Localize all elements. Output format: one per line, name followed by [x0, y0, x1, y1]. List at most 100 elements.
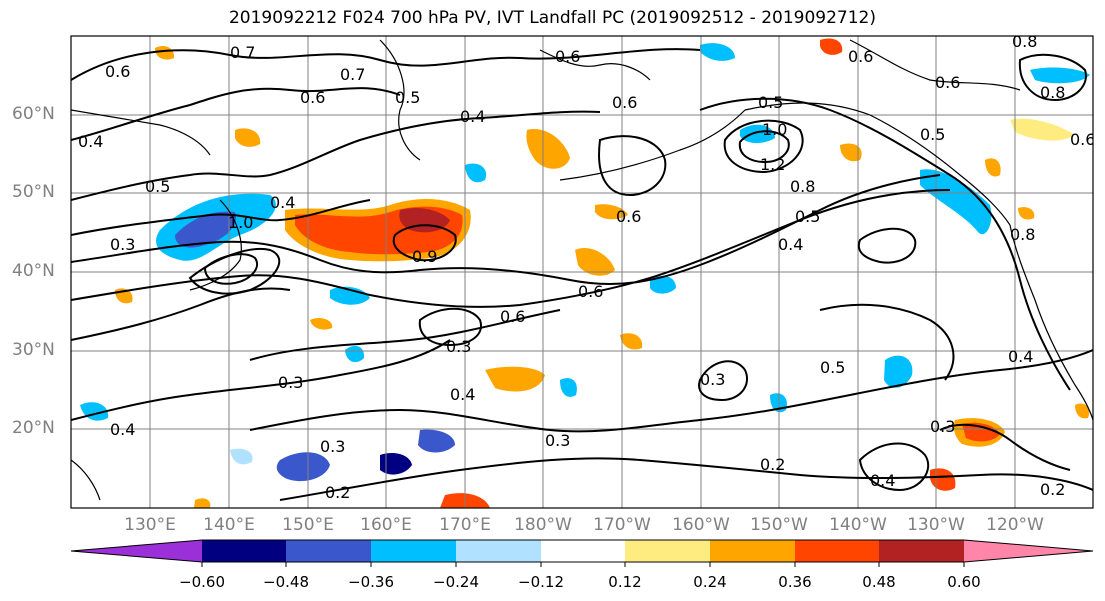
contour-line [203, 253, 258, 285]
colorbar-extend-min [71, 540, 202, 562]
contour-label: 0.6 [500, 307, 525, 326]
negative-anomaly [700, 43, 735, 61]
positive-anomaly [194, 498, 211, 508]
graticule [71, 36, 1093, 508]
contour-line [392, 224, 457, 262]
positive-anomaly [1010, 118, 1075, 141]
contour-label: 0.6 [612, 93, 637, 112]
positive-anomaly [595, 204, 628, 220]
lon-label: 170°E [439, 515, 491, 535]
lon-label: 150°W [750, 515, 808, 535]
contour-line [279, 457, 1093, 501]
contour-label: 0.4 [1008, 347, 1033, 366]
contour-line [819, 303, 955, 381]
positive-anomaly [155, 46, 175, 60]
contour-line [939, 423, 1071, 471]
negative-anomaly [920, 169, 992, 235]
contour-label: 0.5 [820, 358, 845, 377]
colorbar-segment [456, 540, 541, 562]
contour-label: 0.5 [920, 125, 945, 144]
coastline [71, 459, 101, 501]
contour-line [71, 110, 601, 201]
contour-label: 0.6 [935, 73, 960, 92]
contour-line [857, 227, 917, 264]
contour-label: 1.0 [762, 120, 787, 139]
positive-anomaly [840, 143, 862, 162]
contour-line [71, 48, 701, 81]
contour-line [71, 287, 291, 341]
colorbar-tick-label: 0.12 [608, 573, 642, 591]
positive-anomaly [820, 38, 843, 55]
contour-label: 0.3 [278, 373, 303, 392]
lat-label: 60°N [12, 104, 55, 124]
colorbar-segment [710, 540, 795, 562]
contour-label: 0.4 [110, 420, 135, 439]
contour-label: 0.6 [105, 62, 130, 81]
contour-label: 0.6 [300, 88, 325, 107]
contour-line [858, 442, 930, 492]
contour-label: 0.3 [700, 370, 725, 389]
colorbar-tick-label: −0.48 [263, 573, 309, 591]
contour-label: 0.6 [1070, 130, 1095, 149]
contour-label: 1.0 [228, 213, 253, 232]
contour-line [71, 87, 401, 141]
contour-label: 0.9 [412, 247, 437, 266]
positive-anomaly [1075, 403, 1090, 419]
lat-label: 40°N [12, 261, 55, 281]
contour-line [249, 309, 561, 361]
colorbar-tick-label: −0.24 [433, 573, 479, 591]
colorbar-tick-label: −0.36 [348, 573, 394, 591]
negative-anomaly [276, 452, 330, 482]
colorbar-segment [541, 540, 625, 562]
contour-label: 0.3 [110, 235, 135, 254]
contour-line [71, 199, 371, 236]
coastline [379, 39, 421, 161]
contour-label: 0.2 [1040, 480, 1065, 499]
contour-label: 0.3 [545, 431, 570, 450]
negative-anomaly [175, 211, 236, 248]
negative-anomaly [380, 453, 412, 475]
colorbar-tick-label: 0.36 [778, 573, 812, 591]
colorbar-segment [879, 540, 964, 562]
lon-label: 150°E [282, 515, 334, 535]
contour-label: 0.4 [450, 385, 475, 404]
contour-label: 0.6 [555, 47, 580, 66]
contour-label: 0.4 [870, 471, 895, 490]
contour-label: 0.7 [230, 43, 255, 62]
positive-anomaly [620, 333, 643, 350]
negative-anomaly [330, 286, 370, 305]
coastline [71, 109, 211, 156]
contour-label: 0.5 [145, 177, 170, 196]
contour-labels: 0.6 0.7 0.6 0.8 0.7 0.6 0.5 0.4 0.4 0.5 … [78, 36, 1095, 502]
colorbar-tick-label: 0.24 [693, 573, 727, 591]
contour-label: 0.3 [446, 337, 471, 356]
contour-line [738, 130, 790, 164]
positive-anomaly [985, 158, 1001, 177]
negative-anomaly [418, 429, 455, 453]
contour-label: 0.5 [795, 207, 820, 226]
contour-label: 0.6 [616, 207, 641, 226]
colorbar-segment [286, 540, 371, 562]
contour-label: 0.4 [78, 132, 103, 151]
contour-line [418, 307, 482, 347]
contour-line [598, 135, 667, 197]
lon-label: 160°W [672, 515, 730, 535]
colorbar-tick-label: −0.60 [179, 573, 225, 591]
negative-anomaly [1030, 67, 1090, 84]
contour-label: 0.4 [460, 107, 485, 126]
colorbar-tick-label: 0.48 [862, 573, 896, 591]
lon-label: 130°W [907, 515, 965, 535]
lon-label: 160°E [360, 515, 412, 535]
lat-label: 30°N [12, 340, 55, 360]
lon-label: 140°E [203, 515, 255, 535]
negative-anomaly [740, 124, 775, 144]
contour-label: 0.3 [320, 437, 345, 456]
contour-label: 0.8 [1010, 225, 1035, 244]
negative-anomaly [345, 345, 365, 363]
contour-label: 0.6 [848, 47, 873, 66]
coastline [559, 109, 746, 181]
contour-label: 0.6 [578, 282, 603, 301]
positive-anomaly [526, 129, 570, 169]
coastline [849, 39, 1021, 91]
